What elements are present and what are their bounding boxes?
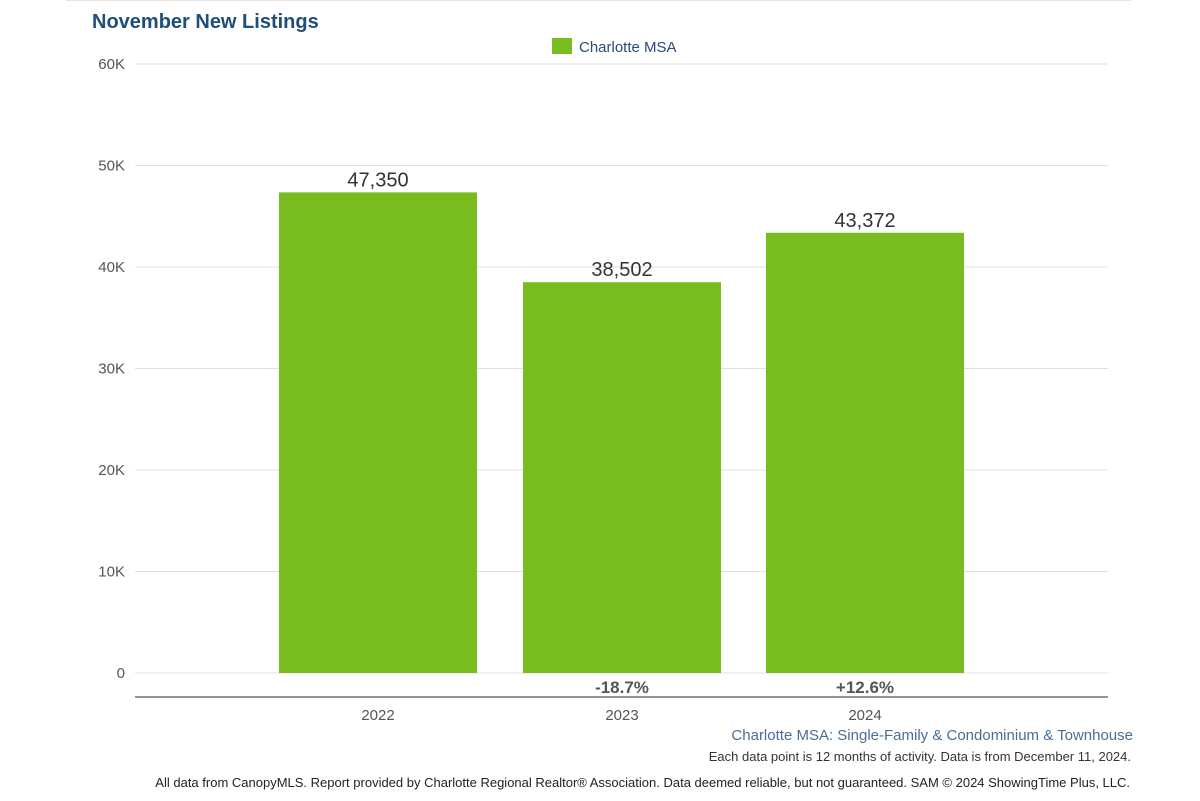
x-tick-label: 2023 bbox=[605, 707, 638, 724]
footer-disclaimer: All data from CanopyMLS. Report provided… bbox=[155, 775, 1130, 790]
bar-2022[interactable] bbox=[279, 192, 477, 673]
change-label: +12.6% bbox=[836, 678, 894, 697]
bar-2024[interactable] bbox=[766, 232, 964, 673]
data-note: Each data point is 12 months of activity… bbox=[709, 749, 1131, 764]
x-tick-label: 2024 bbox=[848, 707, 881, 724]
data-labels: 47,350 38,502 43,372 bbox=[347, 169, 895, 281]
chart-subtitle: Charlotte MSA: Single-Family & Condomini… bbox=[731, 727, 1133, 744]
bars bbox=[279, 192, 964, 673]
x-tick-label: 2022 bbox=[361, 707, 394, 724]
data-label: 43,372 bbox=[834, 210, 895, 232]
y-tick-label: 60K bbox=[98, 56, 125, 73]
data-label: 47,350 bbox=[347, 169, 408, 191]
y-tick-label: 20K bbox=[98, 462, 125, 479]
chart-title: November New Listings bbox=[92, 11, 319, 33]
legend-swatch bbox=[552, 38, 572, 54]
bar-2023[interactable] bbox=[523, 282, 721, 673]
change-labels: -18.7% +12.6% bbox=[595, 678, 894, 697]
change-label: -18.7% bbox=[595, 678, 649, 697]
x-axis-ticks: 2022 2023 2024 bbox=[361, 707, 881, 724]
data-label: 38,502 bbox=[591, 259, 652, 281]
legend[interactable]: Charlotte MSA bbox=[552, 38, 677, 56]
legend-label: Charlotte MSA bbox=[579, 39, 677, 56]
y-tick-label: 40K bbox=[98, 259, 125, 276]
y-tick-label: 30K bbox=[98, 361, 125, 378]
y-tick-label: 0 bbox=[117, 665, 125, 682]
y-tick-label: 10K bbox=[98, 564, 125, 581]
y-axis-ticks: 0 10K 20K 30K 40K 50K 60K bbox=[98, 56, 125, 682]
y-tick-label: 50K bbox=[98, 158, 125, 175]
